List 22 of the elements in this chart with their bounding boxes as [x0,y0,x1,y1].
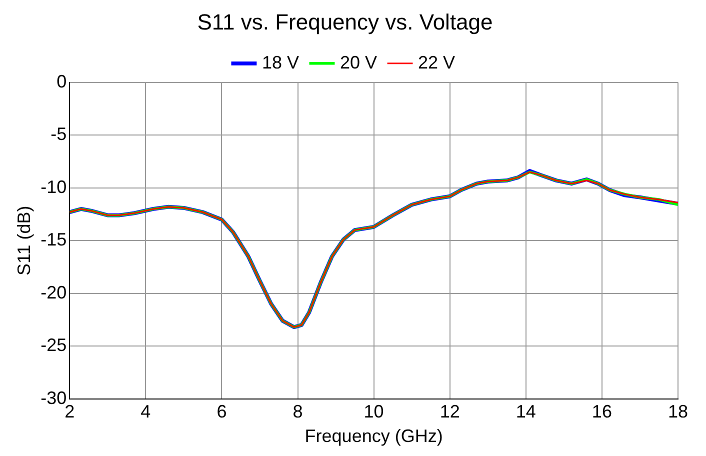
legend-label: 18 V [262,52,299,72]
legend-label: 22 V [418,52,456,72]
y-tick-label: -30 [40,388,67,408]
x-tick-label: 8 [292,402,303,422]
x-tick-label: 12 [440,402,460,422]
y-tick-label: -15 [40,230,67,250]
chart-title: S11 vs. Frequency vs. Voltage [197,9,493,34]
y-axis-title: S11 (dB) [14,206,34,276]
y-tick-label: -10 [40,176,67,197]
legend-label: 20 V [340,52,378,72]
x-tick-label: 18 [668,402,688,422]
x-tick-label: 6 [216,402,227,422]
y-tick-label: -20 [40,282,67,302]
x-tick-label: 10 [364,402,384,422]
x-tick-label: 16 [592,402,612,422]
y-tick-label: -5 [50,124,67,144]
x-tick-label: 14 [516,402,536,422]
x-tick-label: 2 [64,402,75,422]
y-tick-label: -25 [40,335,67,356]
x-axis-title: Frequency (GHz) [304,426,443,446]
x-tick-label: 4 [140,402,151,422]
y-tick-label: 0 [56,71,67,92]
